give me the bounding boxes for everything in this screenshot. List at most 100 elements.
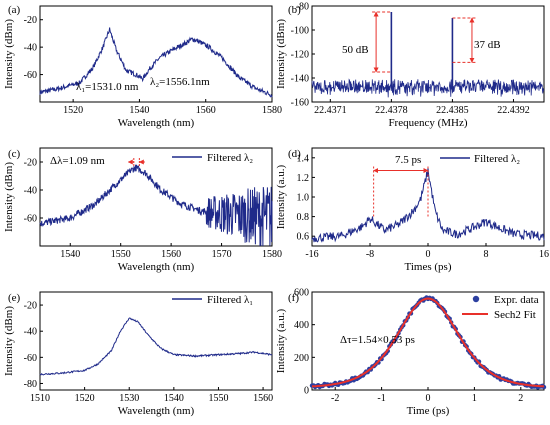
x-tick-label-e: 1530: [119, 393, 139, 404]
y-axis-label-f: Intensity (a.u.): [275, 308, 287, 373]
panel-b: (b) 22.4371 22.4378 22.4385 22.4392 -80 -100 -1…: [275, 2, 545, 129]
x-axis-label-a: Wavelength (nm): [118, 117, 195, 129]
y-axis-label-a: Intensity (dBm): [3, 19, 15, 89]
y-tick-label-d: 1.4: [297, 153, 310, 164]
x-tick-label-e: 1520: [75, 393, 95, 404]
x-tick-label-d: -8: [366, 249, 374, 260]
x-tick-label-f: 1: [472, 393, 477, 404]
x-tick-label-c: 1560: [161, 249, 181, 260]
x-tick-label-b: 22.4371: [314, 105, 347, 116]
x-tick-label-b: 22.4392: [497, 105, 530, 116]
annot-width-7p5: 7.5 ps: [395, 154, 421, 166]
x-axis-label-e: Wavelength (nm): [118, 405, 195, 417]
x-tick-label-d: 0: [426, 249, 431, 260]
series-noise-b: [311, 78, 545, 98]
x-tick-label-f: -1: [377, 393, 385, 404]
y-tick-label-e: -60: [24, 353, 37, 364]
panel-label-f: (f): [288, 292, 299, 304]
legend-d: Filtered λ₂: [474, 153, 520, 165]
y-tick-label-b: -160: [291, 98, 309, 109]
panel-label-c: (c): [8, 148, 21, 160]
x-tick-label-c: 1580: [262, 249, 282, 260]
x-tick-label-b: 22.4378: [375, 105, 408, 116]
series-line-a: [39, 27, 273, 98]
x-tick-label-e: 1510: [30, 393, 50, 404]
x-tick-label-e: 1540: [164, 393, 184, 404]
x-axis-label-c: Wavelength (nm): [118, 261, 195, 273]
plot-frame-a: [39, 5, 273, 103]
panel-a: (a) 1520 1540 1560 1580 -20 -40 -60 Wavelength (…: [3, 4, 282, 129]
y-tick-label-a: -60: [24, 70, 37, 81]
plot-frame-c: [39, 147, 273, 247]
panel-label-a: (a): [8, 4, 21, 16]
y-tick-label-f: 600: [294, 288, 309, 299]
annot-lambda2: λ₂=1556.1nm: [150, 76, 210, 88]
y-tick-label-a: -20: [24, 15, 37, 26]
y-tick-label-e: -20: [24, 301, 37, 312]
x-axis-label-d: Times (ps): [405, 261, 452, 273]
annot-50db: 50 dB: [342, 44, 369, 56]
y-tick-label-b: -120: [291, 50, 309, 61]
x-tick-label-f: -2: [331, 393, 339, 404]
y-tick-label-d: 1.2: [297, 173, 310, 184]
y-tick-label-d: 0.6: [297, 232, 310, 243]
y-axis-label-c: Intensity (dBm): [3, 162, 15, 232]
panel-f: (f) -2 -1 0 1 2 0 200 400 600 Time (ps) Intensity (…: [275, 288, 545, 417]
legend-c: Filtered λ₂: [207, 152, 253, 164]
annot-37db: 37 dB: [474, 39, 501, 51]
panel-d: (d) -16 -8 0 8 16 0.6 0.8 1.0 1.2 1.4 Times (ps) Int…: [275, 147, 549, 273]
x-tick-label-d: 16: [539, 249, 549, 260]
legend-f-fit: Sech2 Fit: [494, 309, 536, 321]
x-axis-label-f: Time (ps): [407, 405, 450, 417]
x-tick-label-f: 2: [518, 393, 523, 404]
annot-delta-lambda: Δλ=1.09 nm: [50, 155, 105, 167]
y-axis-label-e: Intensity (dBm): [3, 306, 15, 376]
y-tick-label-f: 400: [294, 320, 309, 331]
annotations: λ₁=1531.0 nm λ₂=1556.1nm 50 dB 37 dB Δλ=…: [50, 39, 539, 346]
series-line-c: [39, 164, 273, 247]
y-tick-label-a: -40: [24, 43, 37, 54]
y-tick-label-c: -60: [24, 214, 37, 225]
series-line-e: [39, 317, 273, 376]
panel-label-b: (b): [288, 4, 301, 16]
y-tick-label-e: -80: [24, 379, 37, 390]
y-axis-label-b: Intensity (dBm): [275, 19, 287, 89]
y-tick-label-b: -100: [291, 26, 309, 37]
legend-e: Filtered λ₁: [207, 294, 253, 306]
x-tick-label-a: 1560: [196, 105, 216, 116]
x-tick-label-d: -16: [305, 249, 318, 260]
x-tick-label-a: 1580: [262, 105, 282, 116]
x-tick-label-a: 1540: [129, 105, 149, 116]
y-axis-label-d: Intensity (a.u.): [275, 164, 287, 229]
annot-lambda1: λ₁=1531.0 nm: [76, 81, 139, 93]
y-tick-label-b: -140: [291, 74, 309, 85]
legend-f-data: Expr. data: [494, 294, 539, 306]
x-tick-label-a: 1520: [63, 105, 83, 116]
y-tick-label-d: 1.0: [297, 193, 310, 204]
x-axis-label-b: Frequency (MHz): [388, 117, 467, 129]
legend-marker-f-data: [472, 295, 480, 303]
x-tick-label-f: 0: [426, 393, 431, 404]
x-tick-label-c: 1550: [111, 249, 131, 260]
y-tick-label-b: -80: [296, 2, 309, 13]
y-tick-label-c: -40: [24, 186, 37, 197]
panel-e: (e) 1510 1520 1530 1540 1550 1560 -20 -40 -60 -80 W…: [3, 291, 273, 417]
x-tick-label-b: 22.4385: [436, 105, 469, 116]
y-tick-label-f: 0: [304, 386, 309, 397]
x-tick-label-c: 1540: [60, 249, 80, 260]
y-tick-label-c: -20: [24, 158, 37, 169]
x-tick-label-e: 1560: [253, 393, 273, 404]
x-tick-label-e: 1550: [208, 393, 228, 404]
panel-c: (c) 1540 1550 1560 1570 1580 -20 -40 -60 Waveleng…: [3, 147, 282, 273]
y-tick-label-d: 0.8: [297, 212, 310, 223]
fit-curve: [311, 297, 545, 388]
y-tick-label-f: 200: [294, 353, 309, 364]
panel-label-d: (d): [288, 148, 301, 160]
y-tick-label-e: -40: [24, 327, 37, 338]
x-tick-label-c: 1570: [212, 249, 232, 260]
annot-delta-tau: Δτ=1.54×0.53 ps: [340, 334, 415, 346]
plot-frame-e: [39, 291, 273, 391]
panel-label-e: (e): [8, 292, 21, 304]
x-tick-label-d: 8: [484, 249, 489, 260]
